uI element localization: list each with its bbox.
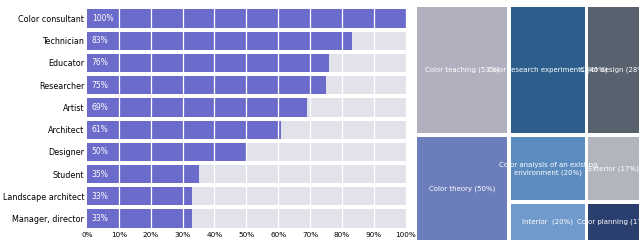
Bar — [87, 143, 406, 161]
Text: 33%: 33% — [91, 214, 109, 223]
Bar — [417, 137, 507, 240]
Bar — [511, 137, 585, 200]
Text: Color teaching (53%): Color teaching (53%) — [425, 67, 499, 73]
Bar — [511, 7, 585, 133]
Bar — [589, 204, 639, 240]
Bar — [87, 98, 406, 117]
Text: 69%: 69% — [91, 103, 109, 112]
Text: 75%: 75% — [91, 81, 109, 90]
Bar — [87, 32, 352, 50]
Text: 50%: 50% — [91, 147, 109, 156]
Text: 100%: 100% — [91, 14, 113, 23]
Bar — [87, 54, 406, 72]
Text: Color planning (17%): Color planning (17%) — [576, 219, 644, 225]
Bar — [87, 76, 326, 94]
Text: Color research experiments (45%): Color research experiments (45%) — [488, 67, 608, 73]
Bar — [87, 9, 406, 28]
Bar — [87, 98, 307, 117]
Bar — [87, 187, 406, 206]
Text: 61%: 61% — [91, 125, 108, 134]
Bar — [87, 32, 406, 50]
Text: Color design (28%): Color design (28%) — [580, 67, 644, 73]
Text: 35%: 35% — [91, 170, 109, 179]
Text: Interior  (20%): Interior (20%) — [522, 219, 573, 225]
Bar — [87, 121, 406, 139]
Bar — [589, 137, 639, 200]
Bar — [87, 209, 406, 228]
Bar — [87, 76, 406, 94]
Text: 83%: 83% — [91, 36, 108, 45]
Bar — [87, 9, 406, 28]
Bar — [417, 7, 507, 133]
Bar — [87, 209, 192, 228]
Text: 33%: 33% — [91, 192, 109, 201]
Text: Exterior (17%): Exterior (17%) — [589, 165, 639, 172]
Bar — [87, 187, 192, 206]
Bar — [87, 165, 198, 183]
Text: Color theory (50%): Color theory (50%) — [429, 185, 495, 192]
Bar — [589, 7, 639, 133]
Bar — [511, 204, 585, 240]
Text: 76%: 76% — [91, 59, 109, 67]
Text: Color analysis of an existing
environment (20%): Color analysis of an existing environmen… — [498, 162, 597, 176]
Bar — [87, 54, 329, 72]
Bar — [87, 143, 247, 161]
Bar — [87, 165, 406, 183]
Bar — [87, 121, 281, 139]
